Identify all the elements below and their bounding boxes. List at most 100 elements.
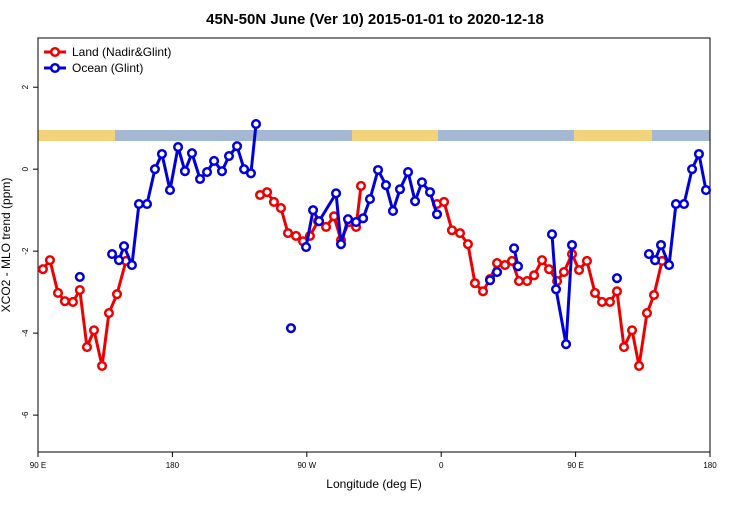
data-point: [331, 188, 342, 199]
map-land: [352, 130, 438, 141]
data-point: [74, 271, 85, 283]
data-point: [492, 267, 503, 278]
map-land: [574, 130, 652, 141]
data-point: [372, 164, 384, 176]
data-point: [81, 342, 93, 353]
data-point: [321, 221, 332, 233]
data-point: [156, 148, 167, 160]
data-point: [558, 267, 570, 278]
data-point: [446, 225, 458, 236]
data-point: [141, 198, 153, 210]
data-point: [499, 260, 511, 271]
data-point: [74, 285, 85, 296]
data-point: [173, 141, 184, 153]
data-point: [111, 289, 123, 300]
x-tick-label: 180: [703, 461, 717, 470]
data-point: [424, 187, 436, 198]
legend-label: Ocean (Glint): [72, 61, 143, 75]
x-tick-label: 180: [166, 461, 180, 470]
data-point: [308, 205, 319, 216]
data-point: [216, 166, 228, 177]
data-point: [431, 209, 443, 220]
data-point: [209, 155, 220, 167]
data-point: [416, 177, 427, 188]
data-point: [566, 239, 578, 251]
data-point: [509, 243, 520, 254]
data-point: [678, 198, 690, 210]
data-point: [643, 248, 654, 260]
data-point: [634, 360, 645, 371]
data-point: [232, 141, 243, 152]
data-point: [664, 260, 675, 271]
data-point: [250, 119, 262, 130]
data-point: [693, 148, 704, 160]
data-point: [268, 196, 279, 208]
data-point: [364, 194, 376, 205]
data-point: [186, 148, 198, 159]
chart-title: 45N-50N June (Ver 10) 2015-01-01 to 2020…: [206, 11, 544, 28]
data-point: [113, 255, 124, 266]
data-point: [670, 198, 682, 210]
legend-label: Land (Nadir&Glint): [72, 45, 171, 59]
plot-frame: [37, 37, 711, 453]
legend-marker: [49, 46, 61, 58]
data-point: [59, 296, 70, 307]
data-point: [164, 185, 176, 196]
data-point: [589, 287, 601, 299]
data-point: [88, 325, 100, 336]
data-point: [543, 264, 555, 275]
y-tick-label: -6: [21, 411, 30, 419]
data-point: [380, 180, 391, 191]
x-tick-label: 90 W: [297, 461, 316, 470]
data-point: [655, 239, 667, 251]
data-point: [103, 307, 114, 319]
data-point: [342, 214, 354, 225]
data-point: [44, 255, 55, 266]
data-point: [355, 180, 367, 192]
data-point: [560, 339, 572, 350]
data-point: [546, 229, 558, 240]
data-point: [492, 257, 503, 269]
data-point: [648, 289, 660, 301]
data-point: [239, 164, 250, 175]
x-tick-label: 90 E: [30, 461, 46, 470]
data-point: [626, 325, 638, 336]
data-point: [262, 187, 273, 198]
data-point: [290, 230, 302, 242]
series-line: [111, 123, 708, 346]
data-point: [512, 261, 524, 272]
map-land: [38, 130, 115, 141]
data-point: [529, 270, 540, 281]
legend-marker: [49, 62, 61, 74]
data-point: [454, 228, 466, 239]
data-point: [477, 286, 489, 297]
data-point: [245, 168, 256, 179]
data-point: [97, 360, 108, 371]
y-tick-label: 2: [21, 84, 30, 89]
data-point: [536, 255, 548, 266]
data-point: [133, 198, 144, 210]
y-tick-label: -4: [21, 329, 30, 337]
data-point: [201, 166, 213, 178]
data-point: [126, 260, 137, 271]
data-point: [107, 248, 118, 260]
data-point: [387, 205, 399, 217]
data-point: [301, 241, 312, 253]
data-point: [52, 287, 64, 299]
data-point: [649, 255, 661, 266]
data-point: [484, 275, 496, 286]
x-tick-label: 90 E: [567, 461, 583, 470]
data-point: [618, 342, 630, 353]
data-point: [358, 213, 369, 224]
data-point: [67, 296, 78, 308]
y-tick-label: -2: [21, 247, 30, 255]
x-axis-label: Longitude (deg E): [326, 477, 421, 491]
data-point: [285, 323, 297, 334]
data-point: [581, 255, 592, 267]
data-point: [335, 239, 347, 250]
y-tick-label: 0: [21, 166, 30, 171]
data-point: [611, 273, 623, 284]
data-point: [438, 196, 450, 208]
data-point: [179, 166, 190, 177]
